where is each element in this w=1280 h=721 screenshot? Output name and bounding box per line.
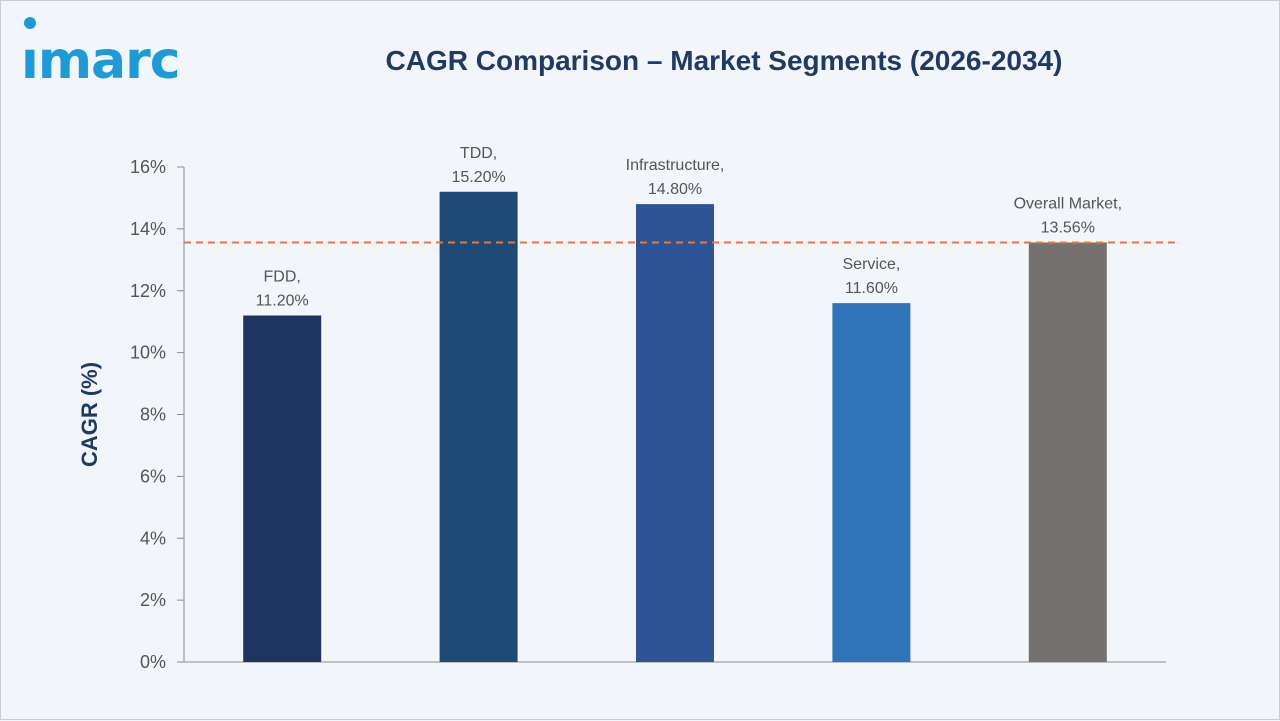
data-label-value: 14.80% [648, 181, 702, 198]
bar-fdd [243, 315, 322, 662]
y-tick-label: 4% [140, 528, 166, 548]
bar-infrastructure [636, 204, 714, 662]
data-label-category: Service, [843, 256, 901, 273]
y-tick-label: 8% [140, 405, 166, 425]
data-label-value: 11.60% [845, 280, 898, 297]
data-label-value: 15.20% [451, 169, 505, 186]
imarc-logo: ımarc [21, 17, 181, 87]
logo-text: ımarc [21, 31, 181, 91]
y-axis-title: CAGR (%) [77, 362, 102, 467]
data-label-category: TDD, [460, 145, 497, 162]
y-tick-label: 14% [130, 219, 166, 239]
data-label-value: 13.56% [1041, 219, 1095, 236]
y-tick-label: 16% [130, 157, 166, 177]
data-label-category: FDD, [264, 269, 301, 286]
data-label-category: Overall Market, [1014, 195, 1122, 212]
chart-title: CAGR Comparison – Market Segments (2026-… [385, 45, 1063, 76]
y-tick-label: 10% [130, 343, 166, 363]
bar-tdd [439, 191, 518, 662]
bar-service [832, 303, 911, 662]
y-tick-label: 6% [140, 466, 166, 486]
logo-dot [24, 17, 36, 29]
y-tick-label: 12% [130, 281, 166, 301]
data-label-value: 11.20% [256, 293, 309, 310]
y-tick-label: 0% [140, 652, 166, 672]
bar-overall-market [1028, 242, 1107, 663]
data-label-category: Infrastructure, [626, 157, 725, 174]
y-tick-label: 2% [140, 590, 166, 610]
